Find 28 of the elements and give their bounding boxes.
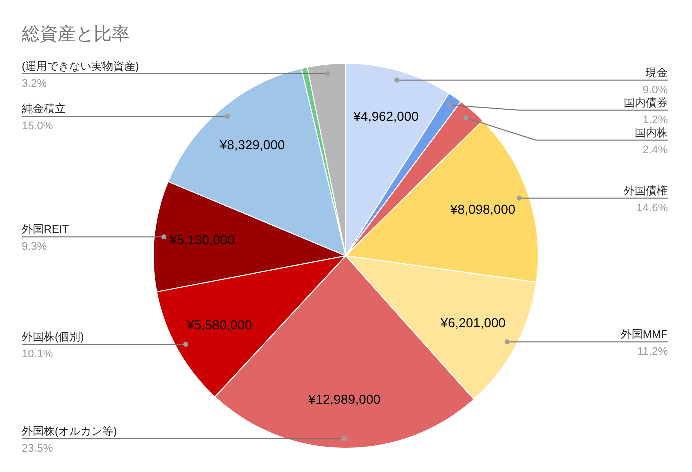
data-label: 3.2% [22, 78, 48, 90]
slice-label: 純金積立 [22, 102, 66, 116]
text: ¥12,989,000 [308, 392, 381, 407]
text: ¥4,962,000 [354, 108, 419, 124]
text: ¥8,329,000 [220, 138, 286, 152]
text: ¥5,580,000 [187, 318, 252, 333]
text: ¥5,130,000 [170, 232, 235, 248]
slice-label: 外国株(オルカン等) [22, 424, 118, 438]
slice-label: 外国債権 [624, 185, 668, 198]
slice-label: 外国株(個別) [22, 330, 84, 344]
data-label: 9.3% [22, 241, 48, 254]
slice-label: 外国MMF [620, 329, 668, 342]
slice-label: 国内債券 [624, 96, 668, 110]
slice-label: 現金 [646, 67, 668, 80]
chart-title: 総資産と比率 [21, 24, 130, 44]
slice-label: 国内株 [635, 126, 668, 140]
data-label: 14.6% [636, 202, 668, 214]
data-label: 10.1% [22, 348, 54, 361]
data-label: 15.0% [22, 120, 54, 133]
data-label: 9.0% [642, 84, 668, 96]
text: ¥6,201,000 [440, 316, 506, 331]
data-label: 11.2% [638, 346, 668, 358]
text: ¥8,098,000 [450, 202, 516, 218]
data-label: 1.2% [642, 114, 668, 126]
data-label: 23.5% [22, 442, 54, 455]
data-label: 2.4% [642, 144, 668, 156]
slice-label: 外国REIT [22, 224, 70, 236]
slice-label: (運用できない実物資産) [22, 60, 140, 74]
